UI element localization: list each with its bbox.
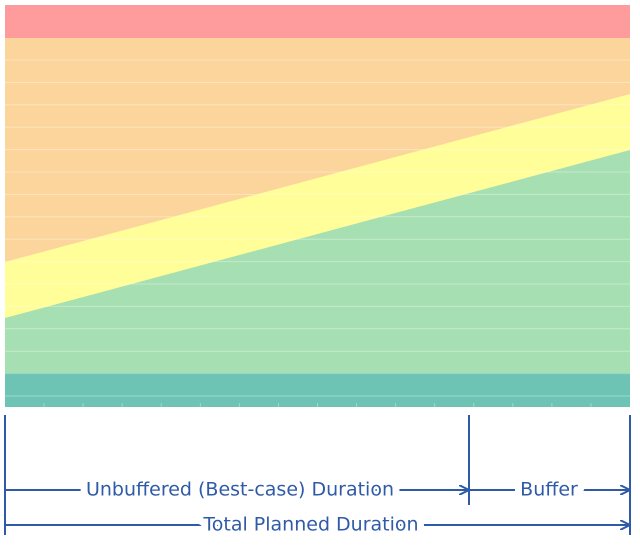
red-zone: [5, 5, 630, 38]
green-zone: [5, 150, 630, 407]
total-label: Total Planned Duration: [202, 514, 418, 536]
buffer-label: Buffer: [520, 479, 578, 501]
grid: [5, 59, 630, 407]
unbuffered-label: Unbuffered (Best-case) Duration: [86, 479, 394, 501]
zones: [5, 5, 630, 407]
dimensions: Unbuffered (Best-case) Duration Buffer T…: [4, 415, 631, 543]
teal-zone: [5, 373, 630, 407]
